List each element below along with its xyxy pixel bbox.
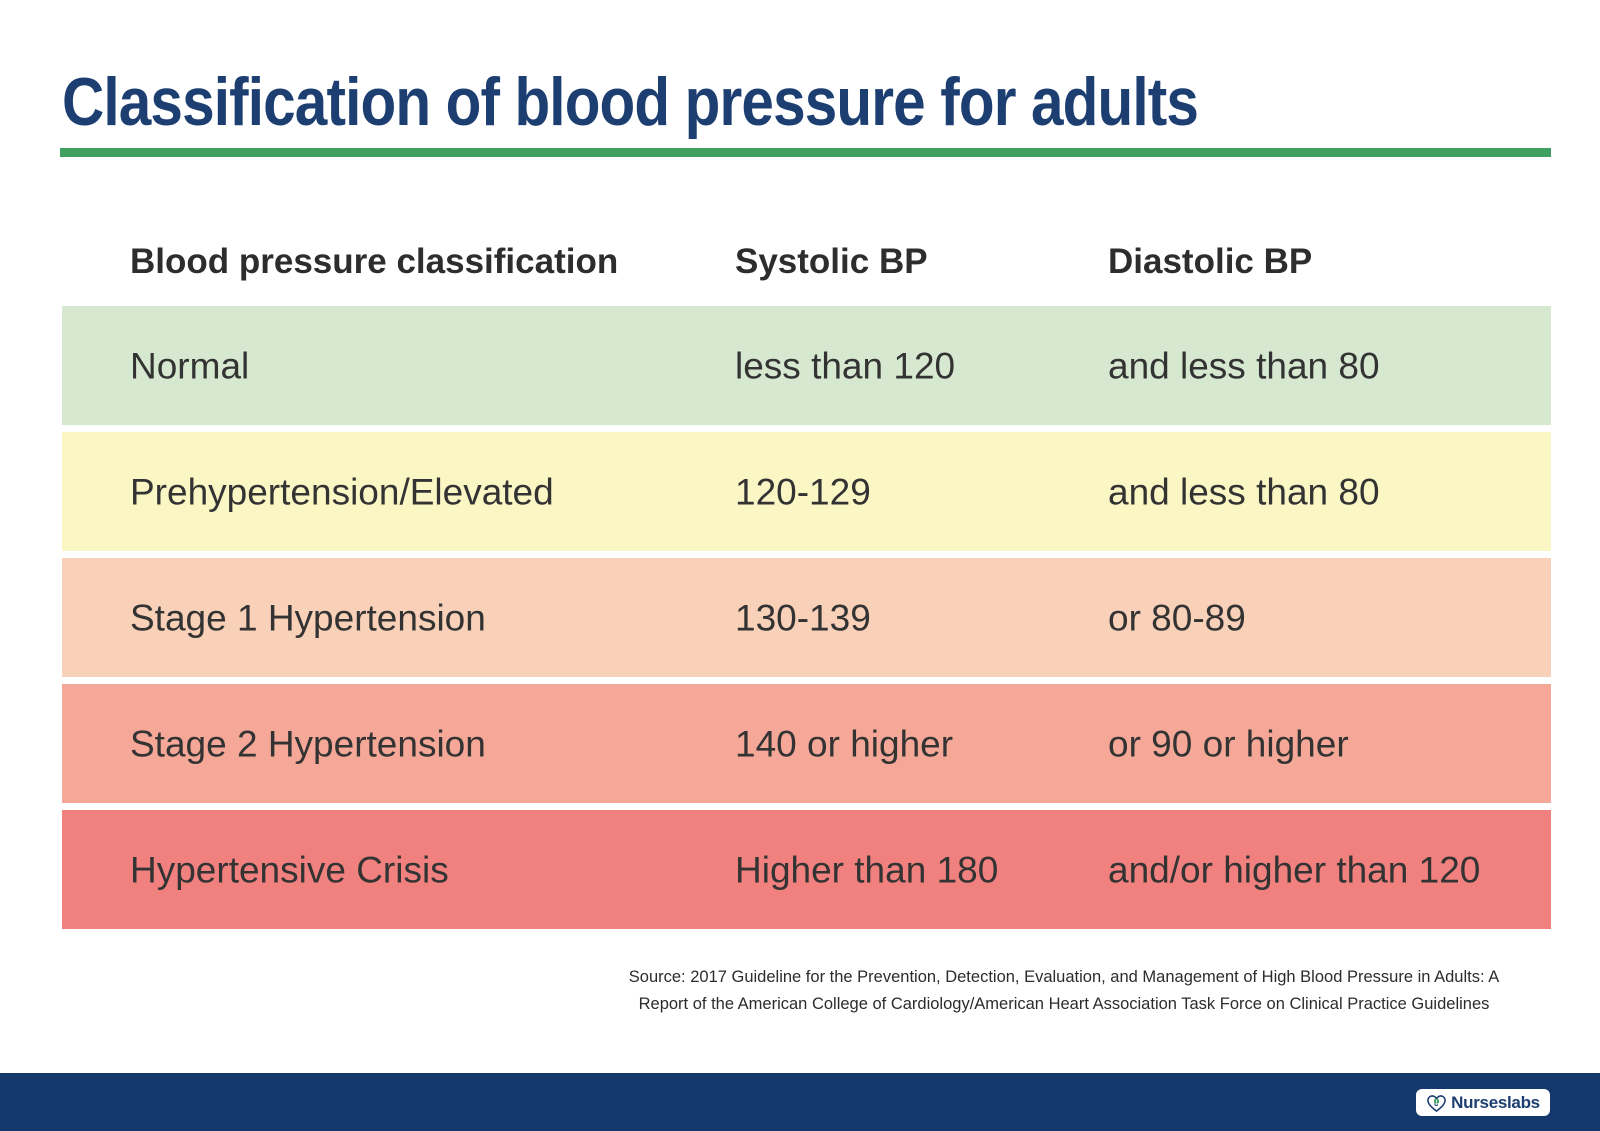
cell-classification: Prehypertension/Elevated [130, 471, 554, 512]
footer-bar: Nurseslabs [0, 1073, 1600, 1131]
cell-diastolic: and less than 80 [1108, 345, 1380, 386]
cell-systolic: 120-129 [735, 471, 871, 512]
cell-systolic: less than 120 [735, 345, 956, 386]
cell-diastolic: or 80-89 [1108, 597, 1246, 638]
cell-classification: Stage 1 Hypertension [130, 597, 486, 638]
title-underline-rule [60, 148, 1551, 157]
cell-systolic: Higher than 180 [735, 849, 999, 890]
page-title: Classification of blood pressure for adu… [62, 64, 1199, 140]
cell-systolic: 140 or higher [735, 723, 954, 764]
table-row-stage2: Stage 2 Hypertension 140 or higher or 90… [62, 684, 1551, 803]
table-row-prehypertension: Prehypertension/Elevated 120-129 and les… [62, 432, 1551, 551]
column-header-diastolic: Diastolic BP [1108, 242, 1313, 281]
column-header-classification: Blood pressure classification [130, 242, 619, 281]
brand-name: Nurseslabs [1451, 1093, 1540, 1112]
nurseslabs-logo: Nurseslabs [1416, 1089, 1550, 1116]
column-header-systolic: Systolic BP [735, 242, 928, 281]
cell-diastolic: or 90 or higher [1108, 723, 1349, 764]
cell-systolic: 130-139 [735, 597, 871, 638]
cell-diastolic: and less than 80 [1108, 471, 1380, 512]
source-citation: Source: 2017 Guideline for the Preventio… [584, 964, 1544, 1018]
table-row-stage1: Stage 1 Hypertension 130-139 or 80-89 [62, 558, 1551, 677]
source-citation-line2: Report of the American College of Cardio… [638, 995, 1490, 1013]
table-row-normal: Normal less than 120 and less than 80 [62, 306, 1551, 425]
cell-classification: Stage 2 Hypertension [130, 723, 486, 764]
cell-classification: Normal [130, 345, 250, 386]
table-row-hypertensive-crisis: Hypertensive Crisis Higher than 180 and/… [62, 810, 1551, 929]
source-citation-line1: Source: 2017 Guideline for the Preventio… [628, 968, 1500, 986]
nurseslabs-heart-icon [1427, 1094, 1447, 1112]
cell-classification: Hypertensive Crisis [130, 849, 449, 890]
cell-diastolic: and/or higher than 120 [1108, 849, 1481, 890]
